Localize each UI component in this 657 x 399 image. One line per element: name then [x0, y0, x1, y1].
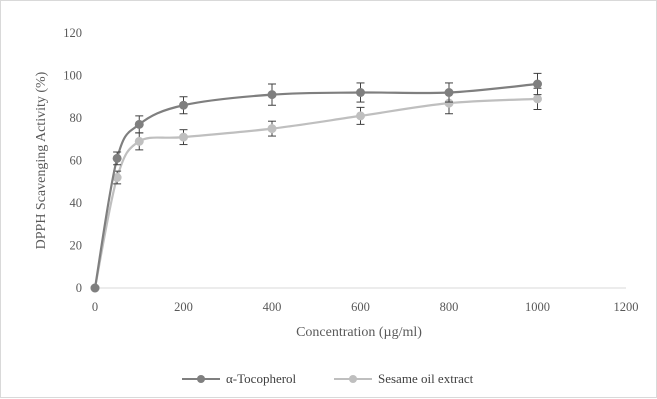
data-point	[134, 136, 144, 146]
x-axis-ticks: 0 200 400 600 800 1000 1200	[92, 300, 639, 314]
y-tick-label: 80	[70, 111, 83, 125]
y-axis-title: DPPH Scavenging Activity (%)	[34, 71, 49, 249]
x-tick-label: 0	[92, 300, 98, 314]
x-axis-title: Concentration (µg/ml)	[296, 325, 422, 340]
data-point	[267, 124, 277, 134]
data-point	[533, 79, 542, 89]
y-axis-ticks: 0 20 40 60 80 100 120	[63, 26, 82, 295]
legend: α-Tocopherol Sesame oil extract	[182, 371, 474, 386]
legend-item-sesame-oil: Sesame oil extract	[334, 371, 474, 386]
series-layer	[90, 72, 542, 293]
data-point	[112, 153, 122, 163]
data-point	[112, 173, 122, 182]
legend-label: Sesame oil extract	[378, 371, 474, 386]
data-point	[444, 98, 454, 108]
legend-swatch-marker	[349, 375, 357, 383]
y-tick-label: 60	[70, 154, 83, 168]
data-point	[444, 88, 454, 97]
x-tick-label: 400	[263, 300, 282, 314]
legend-label: α-Tocopherol	[226, 371, 297, 386]
data-point	[356, 111, 365, 121]
y-tick-label: 20	[70, 239, 83, 253]
x-tick-label: 600	[351, 300, 370, 314]
series-tocopherol	[90, 72, 542, 293]
series-line	[93, 97, 538, 289]
y-tick-label: 100	[63, 69, 82, 83]
data-point	[267, 90, 277, 100]
data-point	[179, 100, 188, 110]
x-tick-label: 200	[174, 300, 193, 314]
data-point	[179, 132, 188, 142]
y-tick-label: 120	[63, 26, 82, 40]
x-tick-label: 1000	[525, 300, 550, 314]
series-sesame-oil	[90, 87, 542, 293]
y-tick-label: 40	[70, 196, 83, 210]
data-point	[533, 94, 542, 104]
legend-swatch-marker	[197, 375, 205, 383]
legend-item-tocopherol: α-Tocopherol	[182, 371, 297, 386]
y-tick-label: 0	[76, 281, 82, 295]
data-point	[356, 88, 365, 97]
x-tick-label: 1200	[614, 300, 639, 314]
series-line	[93, 82, 538, 289]
data-point	[90, 283, 100, 293]
data-point	[134, 119, 144, 129]
x-tick-label: 800	[440, 300, 459, 314]
